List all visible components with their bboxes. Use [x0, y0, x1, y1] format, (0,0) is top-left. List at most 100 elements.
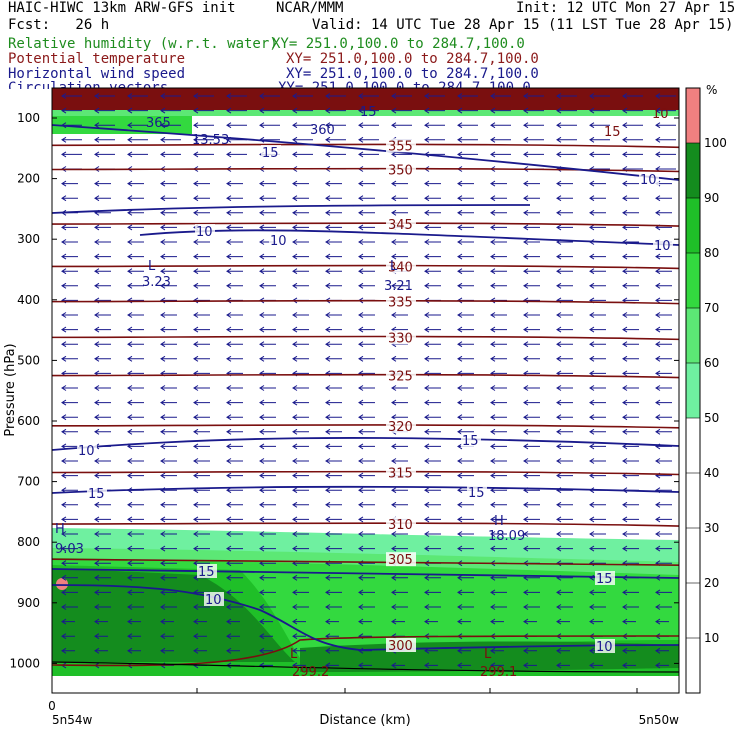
wind-vector	[193, 341, 210, 348]
wind-vector	[61, 151, 82, 158]
wind-vector	[127, 516, 144, 523]
wind-vector	[457, 589, 474, 596]
wind-vector	[160, 93, 181, 99]
wind-vector	[358, 195, 375, 202]
wind-label: 10	[270, 234, 287, 249]
wind-vector	[292, 414, 309, 421]
wind-vector	[325, 428, 342, 435]
wind-label: 10	[78, 444, 95, 459]
wind-vector	[457, 195, 474, 202]
wind-vector	[160, 545, 177, 552]
wind-vector	[655, 545, 672, 552]
wind-vector	[325, 341, 342, 348]
wind-vector	[292, 385, 309, 391]
wind-vector	[259, 589, 276, 596]
wind-vector	[325, 472, 342, 479]
wind-vector	[424, 618, 438, 625]
wind-vector	[556, 209, 573, 216]
wind-vector	[325, 399, 342, 406]
wind-vector	[490, 647, 504, 654]
wind-vector	[622, 370, 639, 377]
colorbar-swatch	[686, 308, 700, 363]
wind-vector	[490, 297, 507, 304]
wind-vector	[391, 399, 408, 406]
wind-vector	[160, 604, 177, 610]
wind-vector	[622, 531, 639, 537]
wind-vector	[160, 326, 177, 333]
colorbar: 10 20 30 40 50 60 70 80 90 100%	[685, 83, 727, 694]
wind-vector	[325, 180, 342, 187]
wind-vector	[325, 312, 342, 318]
wind-vector	[259, 209, 276, 216]
wind-vector	[61, 355, 78, 362]
wind-vector	[457, 662, 471, 669]
wind-vector	[160, 458, 177, 464]
wind-vector	[523, 282, 540, 289]
wind-vector	[127, 560, 144, 567]
wind-vector	[391, 604, 408, 610]
wind-vector	[127, 633, 141, 640]
wind-vector	[490, 501, 507, 508]
wind-vector	[94, 618, 108, 625]
wind-vector	[193, 282, 210, 289]
wind-vector	[259, 282, 276, 289]
wind-vector	[127, 268, 144, 275]
theta-label: 300	[388, 639, 413, 654]
wind-vector	[589, 151, 610, 158]
extremum-marker: H	[494, 514, 504, 529]
wind-vector	[457, 136, 478, 143]
wind-vector	[490, 239, 507, 245]
wind-vector	[589, 414, 606, 421]
wind-vector	[160, 574, 177, 581]
wind-vector	[655, 297, 672, 304]
wind-vector	[127, 545, 144, 552]
wind-vector	[61, 136, 82, 143]
wind-vector	[490, 355, 507, 362]
wind-vector	[226, 312, 243, 318]
wind-vector	[424, 209, 441, 216]
wind-vector	[424, 180, 441, 187]
wind-vector	[391, 355, 408, 362]
wind-vector	[622, 545, 639, 552]
wind-vector	[589, 312, 606, 318]
wind-vector	[292, 151, 313, 158]
wind-vector	[556, 428, 573, 435]
extremum-value: 299.1	[480, 665, 517, 680]
wind-vector	[226, 428, 243, 435]
wind-vector	[556, 545, 573, 552]
wind-vector	[358, 136, 379, 143]
wind-vector	[292, 647, 306, 654]
wind-vector	[127, 151, 148, 158]
wind-label: 15	[462, 434, 479, 449]
wind-vector	[127, 224, 144, 231]
wind-vector	[61, 341, 78, 348]
theta-label-bg	[386, 368, 416, 383]
wind-vector	[589, 122, 610, 129]
wind-vector	[226, 151, 247, 158]
wind-vector	[655, 355, 672, 362]
colorbar-tick-label: 40	[704, 466, 719, 480]
wind-vector	[160, 355, 177, 362]
wind-vector	[589, 399, 606, 406]
wind-vector	[226, 326, 243, 333]
theta-label-bg	[386, 162, 416, 177]
wind-vector	[325, 516, 342, 523]
wind-vector	[193, 545, 210, 552]
wind-vector	[523, 312, 540, 318]
theta-label-bg	[386, 465, 416, 480]
wind-vector	[61, 414, 78, 421]
upper-label: 15	[360, 105, 377, 120]
wind-contour	[52, 485, 679, 494]
wind-vector	[457, 516, 474, 523]
extremum-marker: L	[390, 259, 398, 274]
wind-vector	[61, 312, 78, 318]
wind-vector	[655, 604, 672, 610]
wind-vector	[655, 151, 676, 158]
wind-vector	[655, 458, 672, 464]
wind-vector	[457, 326, 474, 333]
wind-vector	[193, 253, 210, 260]
wind-vector	[490, 209, 507, 216]
wind-vector	[556, 195, 573, 202]
colorbar-swatch	[686, 253, 700, 308]
wind-vector	[358, 574, 375, 581]
